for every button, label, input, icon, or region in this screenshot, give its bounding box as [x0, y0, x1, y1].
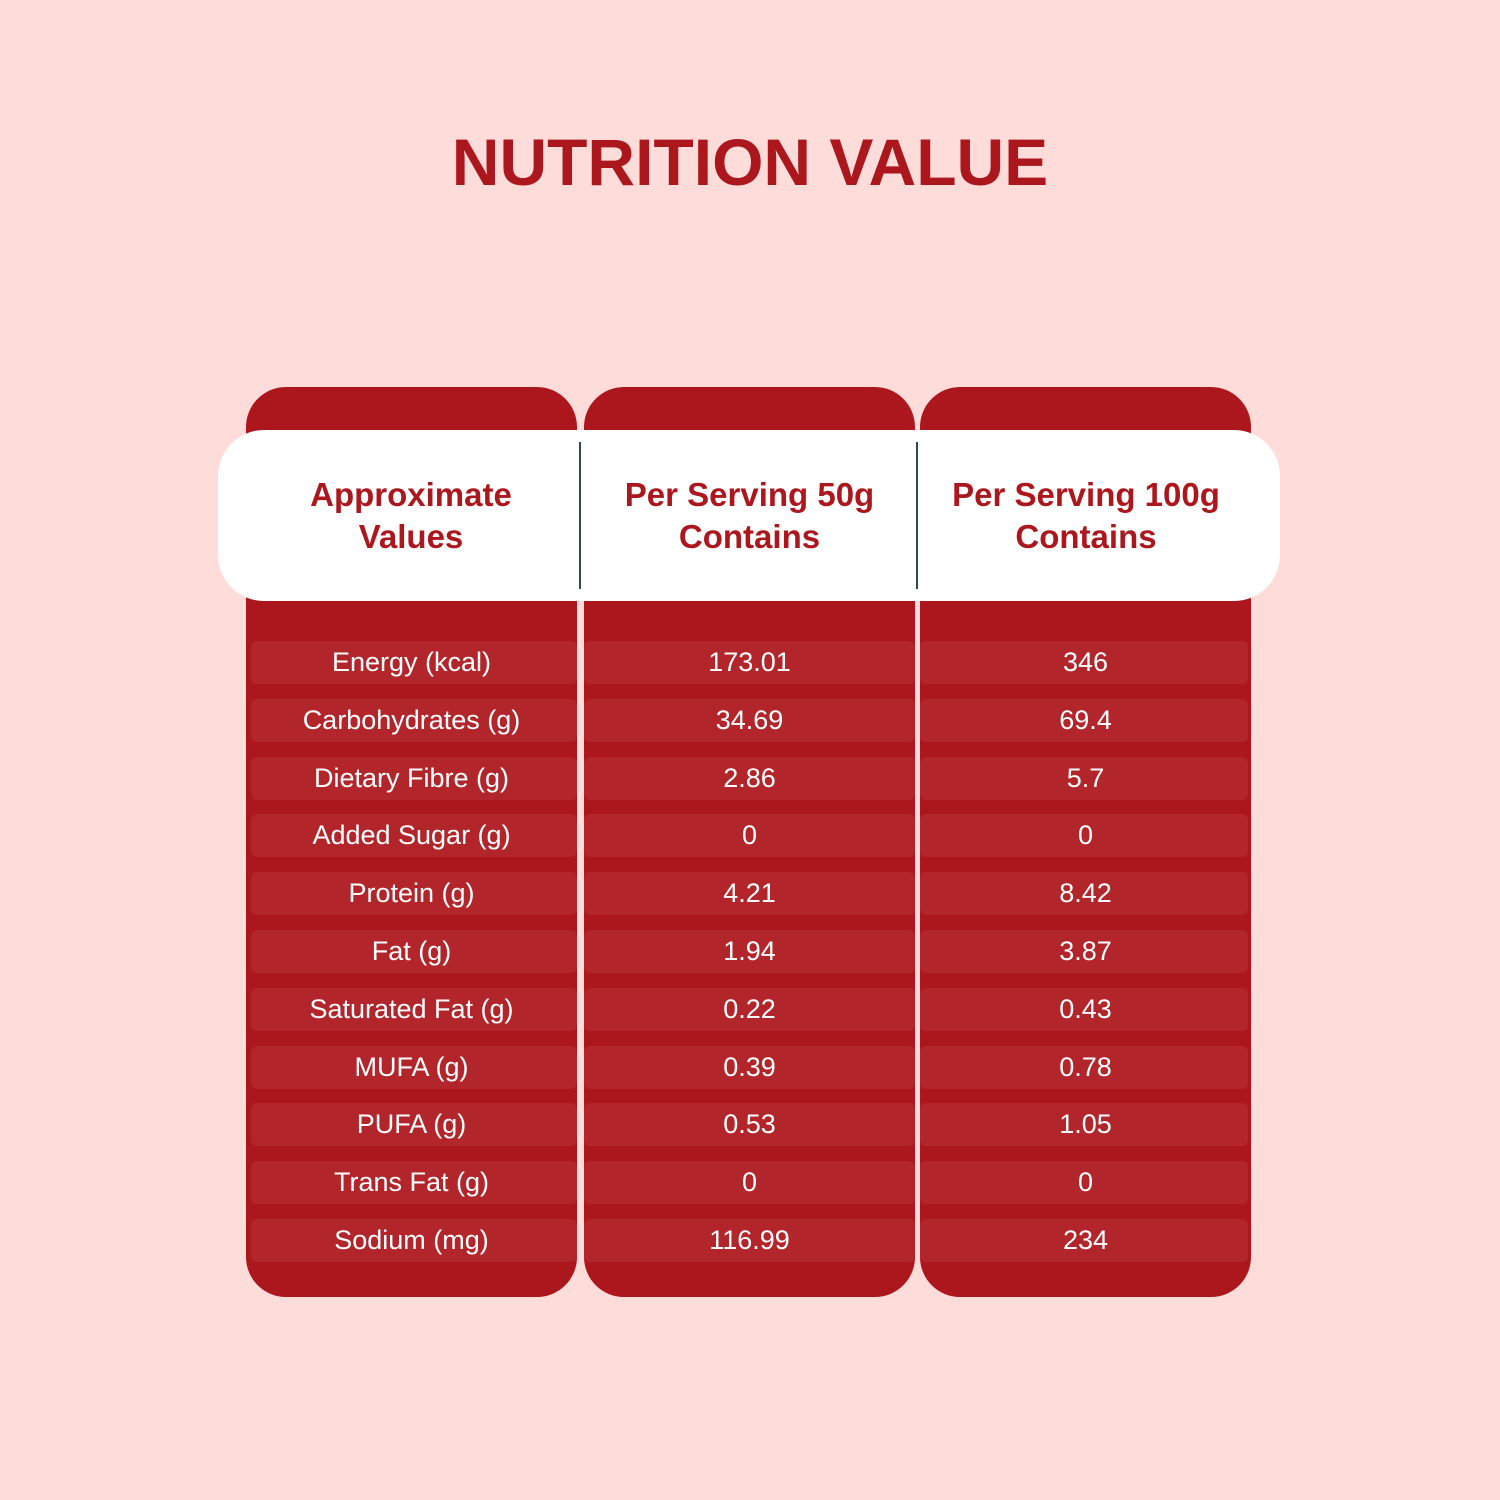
table-row — [251, 1161, 577, 1204]
table-row — [920, 641, 1248, 684]
table-row — [584, 1161, 915, 1204]
nutrient-name: PUFA (g) — [356, 1109, 467, 1139]
value-per-100g: 0.78 — [1059, 1052, 1112, 1082]
table-row — [584, 641, 915, 684]
table-header: Approximate Values Per Serving 50g Conta… — [218, 430, 1280, 601]
table-row — [920, 699, 1248, 742]
nutrient-name: Added Sugar (g) — [312, 820, 511, 850]
value-per-100g: 69.4 — [1059, 705, 1112, 735]
table-row — [584, 988, 915, 1031]
nutrient-name: Saturated Fat (g) — [309, 994, 514, 1024]
table-row — [251, 641, 577, 684]
table-row — [920, 1103, 1248, 1146]
value-per-100g: 0.43 — [1059, 994, 1112, 1024]
value-per-50g: 173.01 — [708, 647, 791, 677]
page-title: NUTRITION VALUE — [451, 125, 1049, 199]
header-per-serving-100g: Per Serving 100g Contains — [952, 475, 1220, 555]
table-row — [920, 1161, 1248, 1204]
value-per-50g: 116.99 — [709, 1225, 790, 1255]
nutrient-name: MUFA (g) — [354, 1052, 469, 1082]
value-per-50g: 0.39 — [723, 1052, 776, 1082]
table-row — [251, 1103, 577, 1146]
value-per-50g: 0 — [741, 820, 758, 850]
table-row — [584, 699, 915, 742]
value-per-100g: 346 — [1062, 647, 1109, 677]
header-divider — [916, 442, 918, 589]
table-row — [251, 757, 577, 800]
table-row — [920, 872, 1248, 915]
nutrient-name: Sodium (mg) — [334, 1225, 489, 1255]
table-row — [920, 1046, 1248, 1089]
table-row — [584, 1219, 915, 1262]
nutrient-name: Dietary Fibre (g) — [313, 763, 510, 793]
header-per-serving-50g: Per Serving 50g Contains — [624, 475, 875, 555]
value-per-100g: 3.87 — [1059, 936, 1112, 966]
table-row — [251, 930, 577, 973]
table-row — [584, 930, 915, 973]
nutrient-name: Carbohydrates (g) — [302, 705, 521, 735]
value-per-100g: 5.7 — [1066, 763, 1105, 793]
header-divider — [579, 442, 581, 589]
table-row — [584, 872, 915, 915]
nutrient-name: Energy (kcal) — [331, 647, 492, 677]
value-per-50g: 1.94 — [723, 936, 776, 966]
value-per-50g: 0.22 — [723, 994, 776, 1024]
value-per-50g: 0.53 — [723, 1109, 776, 1139]
nutrient-name: Fat (g) — [371, 936, 452, 966]
header-approximate-values: Approximate Values — [310, 475, 512, 555]
table-row — [584, 757, 915, 800]
value-per-100g: 0 — [1077, 820, 1094, 850]
table-row — [920, 930, 1248, 973]
value-per-50g: 2.86 — [723, 763, 776, 793]
table-row — [920, 988, 1248, 1031]
table-row — [251, 872, 577, 915]
nutrient-name: Trans Fat (g) — [333, 1167, 490, 1197]
value-per-100g: 0 — [1077, 1167, 1094, 1197]
value-per-50g: 34.69 — [715, 705, 784, 735]
table-row — [251, 1219, 577, 1262]
value-per-100g: 1.05 — [1059, 1109, 1112, 1139]
table-row — [920, 814, 1248, 857]
table-row — [920, 757, 1248, 800]
table-row — [251, 699, 577, 742]
value-per-50g: 0 — [741, 1167, 758, 1197]
nutrient-name: Protein (g) — [348, 878, 475, 908]
value-per-100g: 234 — [1062, 1225, 1109, 1255]
table-row — [251, 988, 577, 1031]
table-row — [920, 1219, 1248, 1262]
table-row — [251, 814, 577, 857]
table-row — [584, 1046, 915, 1089]
value-per-50g: 4.21 — [723, 878, 776, 908]
value-per-100g: 8.42 — [1059, 878, 1112, 908]
table-row — [584, 814, 915, 857]
table-row — [584, 1103, 915, 1146]
table-row — [251, 1046, 577, 1089]
